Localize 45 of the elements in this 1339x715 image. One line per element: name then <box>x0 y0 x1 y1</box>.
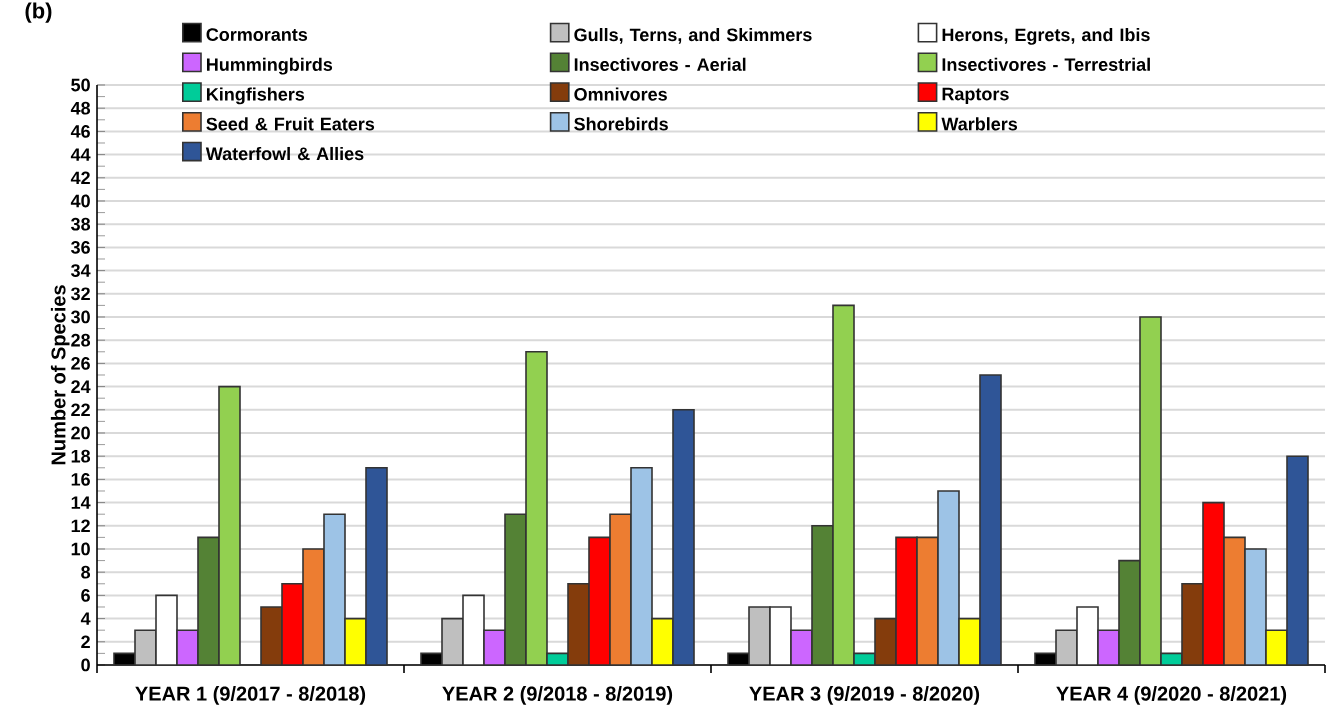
legend-label: Seed & Fruit Eaters <box>206 117 375 131</box>
y-tick-label: 48 <box>70 101 91 115</box>
legend-label: Waterfowl & Allies <box>205 146 364 161</box>
y-tick-label: 4 <box>80 612 91 625</box>
y-tick-label: 8 <box>81 565 91 579</box>
y-tick-label: 28 <box>71 333 91 347</box>
y-tick-label: 42 <box>70 171 90 185</box>
x-tick-label: YEAR 2 (9/2018 - 8/2019) <box>442 686 673 705</box>
legend-label: Herons, Egrets, and Ibis <box>942 27 1150 45</box>
legend-label: Insectivores - Aerial <box>574 57 746 71</box>
legend-label: Insectivores - Terrestrial <box>942 57 1150 71</box>
y-tick-label: 10 <box>71 542 90 556</box>
legend-label: Kingfishers <box>206 87 305 105</box>
y-tick-label: 24 <box>71 380 91 393</box>
x-tick-label: YEAR 4 (9/2020 - 8/2021) <box>1056 686 1287 705</box>
y-tick-label: 30 <box>70 310 90 324</box>
y-tick-label: 32 <box>70 287 90 301</box>
legend-label: Shorebirds <box>574 117 668 131</box>
y-tick-label: 16 <box>71 473 90 486</box>
y-tick-label: 40 <box>70 194 90 208</box>
y-tick-label: 50 <box>71 78 90 92</box>
y-axis-title: Number of Species <box>50 285 70 465</box>
y-tick-label: 18 <box>71 449 91 463</box>
y-tick-label: 36 <box>70 241 90 254</box>
y-tick-label: 2 <box>81 635 90 649</box>
y-tick-label: 34 <box>70 264 91 277</box>
text: (b) <box>25 2 52 23</box>
y-tick-label: 26 <box>71 357 90 370</box>
y-tick-label: 0 <box>81 658 90 672</box>
y-tick-label: 6 <box>81 589 90 602</box>
y-tick-label: 14 <box>71 496 91 509</box>
legend-label: Warblers <box>941 117 1018 131</box>
x-tick-label: YEAR 1 (9/2017 - 8/2018) <box>135 686 366 705</box>
y-tick-label: 38 <box>70 217 91 231</box>
x-tick-label: YEAR 3 (9/2019 - 8/2020) <box>749 686 980 705</box>
legend-label: Gulls, Terns, and Skimmers <box>574 27 812 44</box>
y-tick-label: 22 <box>71 403 90 417</box>
y-tick-label: 20 <box>71 426 90 440</box>
legend-label: Cormorants <box>206 28 308 41</box>
y-tick-label: 46 <box>70 125 90 138</box>
y-tick-label: 44 <box>70 148 91 161</box>
legend-label: Omnivores <box>574 87 667 101</box>
legend-label: Hummingbirds <box>206 57 333 75</box>
y-tick-label: 12 <box>71 519 90 533</box>
legend-label: Raptors <box>942 87 1009 104</box>
